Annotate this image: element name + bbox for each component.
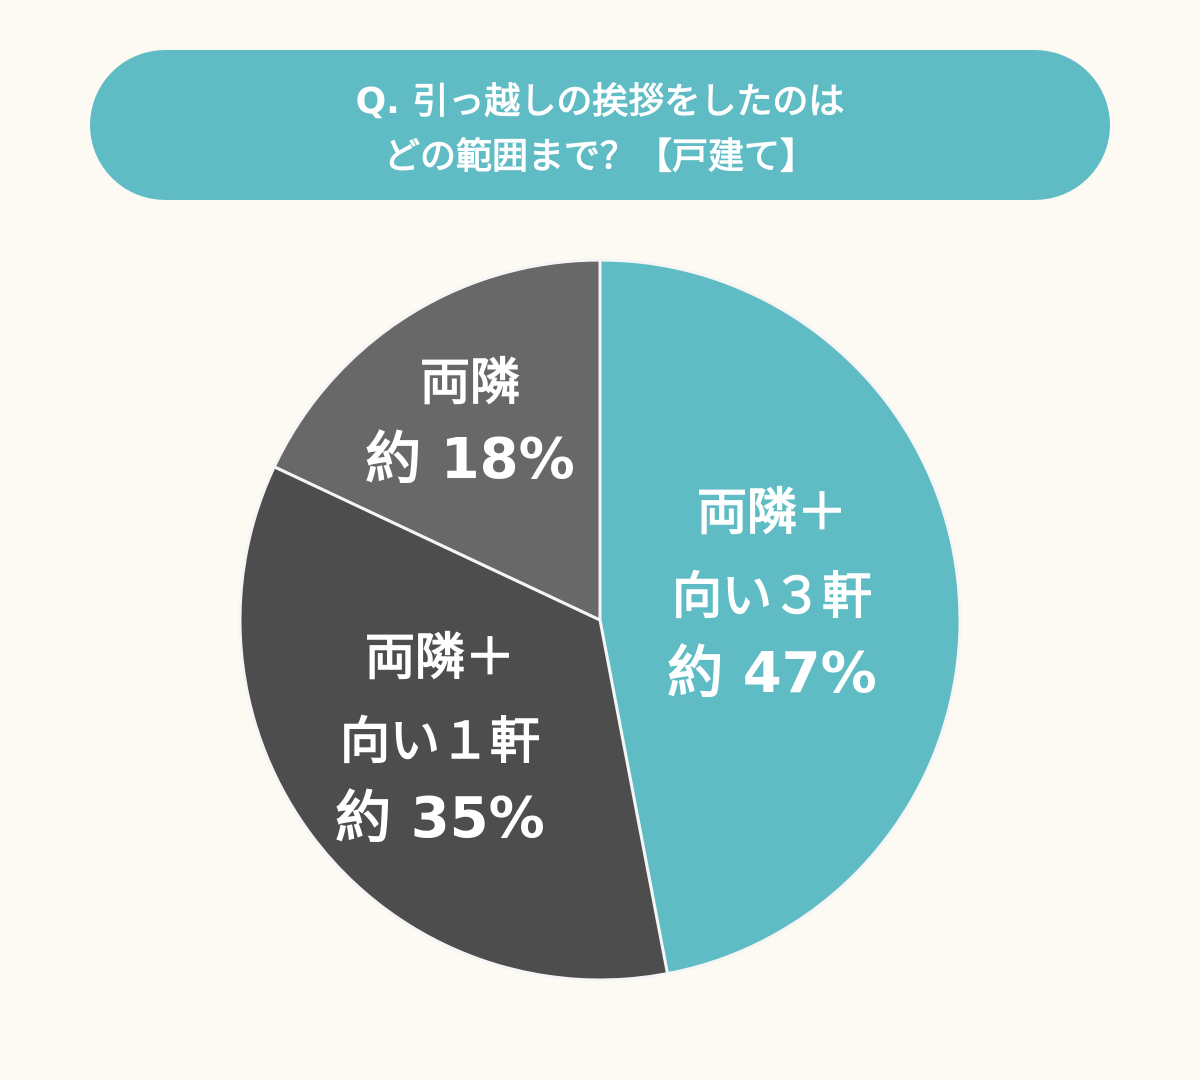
slice-label: 両隣＋向い３軒: [672, 483, 872, 625]
pie-slice: [272, 258, 602, 623]
slice-label: 両隣: [420, 353, 520, 411]
value-label: 約 47%: [667, 641, 877, 706]
title-box: [90, 50, 1110, 200]
slice-label: 両隣＋向い１軒: [340, 628, 540, 770]
value-label: 約 35%: [335, 786, 545, 851]
pie-slice: [238, 464, 670, 982]
chart-title: Q. 引っ越しの挨拶をしたのは: [356, 81, 845, 122]
value-label: 約 18%: [365, 427, 575, 492]
pie-slice: [598, 258, 962, 976]
chart-title: どの範囲まで？【戸建て】: [384, 136, 816, 177]
